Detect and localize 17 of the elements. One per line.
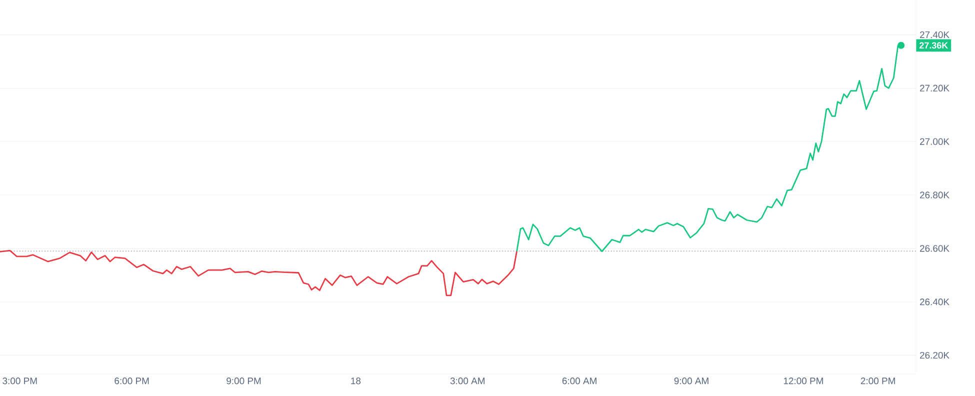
y-tick-label: 26.40K xyxy=(920,298,950,306)
annotation: 27.36K xyxy=(920,42,948,49)
x-tick-label: 18 xyxy=(351,378,361,384)
x-tick-label: 6:00 AM xyxy=(562,378,596,384)
x-tick-label: 6:00 PM xyxy=(114,378,149,384)
x-tick-label: 9:00 PM xyxy=(226,378,261,384)
x-tick-label: 12:00 PM xyxy=(784,378,823,384)
y-tick-label: 27.40K xyxy=(920,31,950,38)
x-tick-label: 9:00 AM xyxy=(674,378,708,384)
x-tick-label: 2:00 PM xyxy=(860,378,895,384)
y-tick-label: 26.60K xyxy=(920,245,950,252)
y-tick-label: 27.20K xyxy=(920,84,950,92)
y-tick-label: 26.20K xyxy=(920,352,950,359)
y-tick-label: 26.80K xyxy=(920,192,950,198)
x-tick-label: 3:00 AM xyxy=(450,378,484,384)
y-tick-label: 27.00K xyxy=(920,138,950,145)
x-tick-label: 3:00 PM xyxy=(2,378,37,384)
